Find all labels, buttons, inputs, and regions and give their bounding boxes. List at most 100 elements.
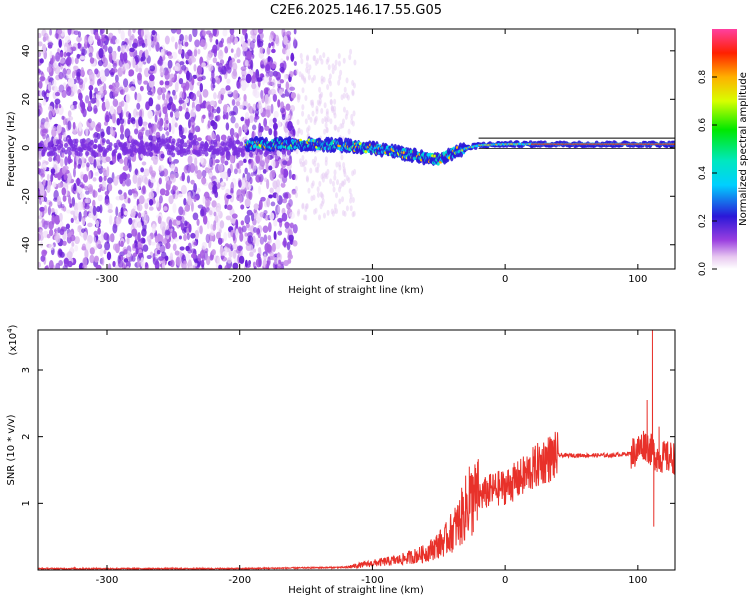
heatmap-cell [244,59,249,67]
heatmap-cell [225,111,229,120]
heatmap-cell [50,168,56,174]
heatmap-cell [337,79,341,86]
heatmap-cell [136,203,143,212]
heatmap-cell [71,196,76,207]
heatmap-cell [177,138,182,144]
heatmap-cell [92,205,97,216]
heatmap-cell [166,150,171,156]
heatmap-cell [66,251,73,259]
heatmap-cell [277,99,281,108]
heatmap-cell [215,39,219,45]
heatmap-cell [224,264,230,269]
heatmap-cell [126,236,130,245]
heatmap-cell [250,30,253,36]
heatmap-cell [171,124,175,135]
heatmap-cell [150,241,156,246]
heatmap-cell [112,223,118,234]
heatmap-cell [193,195,197,203]
heatmap-cell [270,201,276,207]
heatmap-cell [239,232,244,242]
heatmap-cell [95,219,99,228]
heatmap-cell [267,222,272,233]
heatmap-cell [114,243,120,254]
heatmap-cell [192,140,197,146]
heatmap-cell [138,116,143,127]
heatmap-cell [352,82,356,89]
heatmap-cell [258,256,262,268]
heatmap-cell [196,187,201,193]
heatmap-cell [178,43,183,51]
heatmap-cell [86,162,90,168]
heatmap-cell [162,106,168,115]
heatmap-cell [112,98,119,107]
heatmap-cell [300,73,304,80]
heatmap-cell [221,181,225,186]
heatmap-cell [226,78,231,84]
heatmap-cell [142,244,149,252]
heatmap-cell [279,79,285,84]
heatmap-cell [168,155,172,163]
heatmap-cell [126,173,131,179]
heatmap-cell [171,145,176,151]
heatmap-cell [220,134,227,141]
heatmap-cell [109,53,113,63]
heatmap-cell [259,211,265,218]
heatmap-cell [176,189,180,196]
heatmap-cell [204,197,210,208]
heatmap-cell [159,188,166,196]
heatmap-cell [255,237,260,247]
colorbar-tick-label: 0.0 [698,262,708,277]
heatmap-cell [209,100,216,106]
heatmap-cell [243,94,247,102]
heatmap-cell [174,62,181,72]
heatmap-cell [187,259,192,267]
heatmap-cell [134,221,139,229]
heatmap-cell [45,264,49,269]
heatmap-cell [138,129,144,137]
heatmap-cell [244,259,248,268]
heatmap-cell [98,147,103,153]
heatmap-cell [87,145,92,151]
heatmap-cell [266,197,271,208]
heatmap-cell [306,127,310,134]
heatmap-cell [208,145,213,151]
heatmap-cell [39,58,44,64]
heatmap-cell [133,193,138,200]
heatmap-cell [338,74,342,81]
heatmap-cell [93,107,98,113]
heatmap-cell [228,138,233,144]
heatmap-cell [43,205,48,214]
heatmap-cell [221,171,228,179]
heatmap-cell [436,162,440,166]
colorbar-tick-label: 0.6 [698,118,708,133]
heatmap-cell [345,205,349,212]
heatmap-cell [294,192,298,199]
heatmap-cell [232,89,239,100]
heatmap-cell [91,72,96,82]
heatmap-cell [232,232,236,241]
y-tick-label: -20 [21,188,32,204]
heatmap-cell [139,144,144,150]
heatmap-cell [349,197,353,204]
heatmap-cell [178,105,183,112]
heatmap-cell [295,148,299,155]
heatmap-cell [318,214,322,221]
heatmap-cell [158,256,164,261]
heatmap-cell [311,99,315,106]
heatmap-cell [87,184,94,191]
heatmap-cell [188,223,192,233]
heatmap-cell [285,114,291,120]
heatmap-cell [148,206,154,211]
heatmap-cell [316,57,320,64]
heatmap-cell [286,55,290,61]
heatmap-cell [38,233,41,242]
heatmap-cell [181,64,187,71]
heatmap-cell [264,214,269,221]
heatmap-cell [224,160,229,166]
heatmap-cell [259,46,264,54]
heatmap-cell [141,161,147,166]
heatmap-cell [332,109,336,116]
heatmap-cell [341,196,345,203]
heatmap-cell [141,127,145,132]
heatmap-cell [316,99,320,106]
